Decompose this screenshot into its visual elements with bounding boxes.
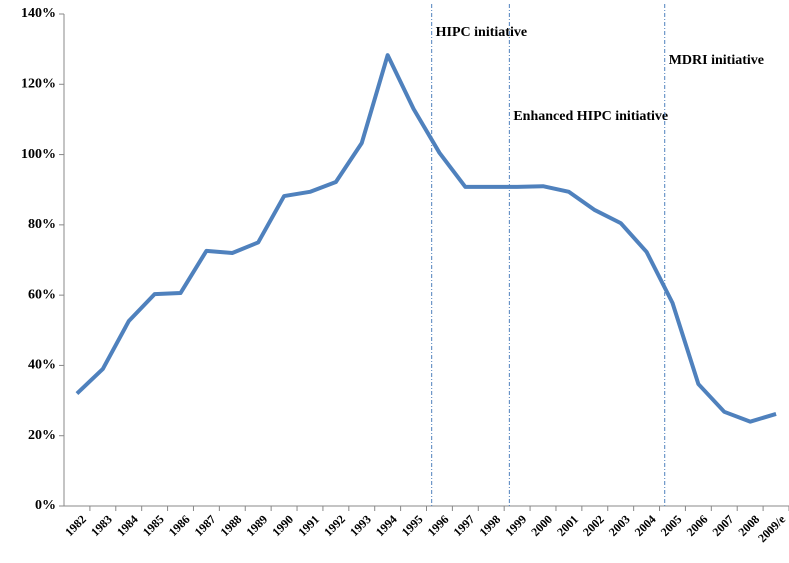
y-tick-label: 20% — [28, 428, 56, 443]
y-tick-label: 40% — [28, 358, 56, 373]
x-tick-label: 1984 — [114, 512, 141, 539]
x-tick-label: 1998 — [476, 512, 503, 539]
x-tick-label: 1985 — [140, 512, 167, 539]
x-tick-label: 1982 — [62, 512, 89, 539]
x-tick-label: 1997 — [451, 512, 478, 539]
x-tick-label: 1995 — [399, 512, 426, 539]
x-tick-label: 1996 — [425, 512, 452, 539]
y-tick-label: 80% — [28, 217, 56, 232]
y-tick-label: 0% — [35, 498, 56, 513]
x-tick-label: 1987 — [192, 512, 219, 539]
y-tick-label: 120% — [21, 77, 56, 92]
x-tick-label: 2006 — [684, 512, 711, 539]
y-tick-label: 60% — [28, 287, 56, 302]
x-tick-label: 1993 — [347, 512, 374, 539]
x-tick-label: 2005 — [658, 512, 685, 539]
x-tick-label: 2007 — [709, 512, 736, 539]
x-tick-label: 2009/e — [755, 512, 788, 545]
x-tick-label: 1999 — [502, 512, 529, 539]
x-tick-label: 1988 — [217, 512, 244, 539]
x-tick-label: 1990 — [269, 512, 296, 539]
x-tick-label: 1991 — [295, 512, 322, 539]
x-tick-label: 1986 — [166, 512, 193, 539]
y-tick-label: 140% — [21, 6, 56, 21]
x-tick-label: 2001 — [554, 512, 581, 539]
x-tick-label: 1994 — [373, 512, 400, 539]
x-tick-label: 1983 — [88, 512, 115, 539]
y-tick-label: 100% — [21, 147, 56, 162]
line-series — [75, 53, 777, 424]
annotation: HIPC initiative — [436, 25, 527, 40]
x-tick-label: 2000 — [528, 512, 555, 539]
x-tick-label: 2004 — [632, 512, 659, 539]
x-tick-label: 1989 — [243, 512, 270, 539]
annotation: Enhanced HIPC initiative — [513, 109, 668, 124]
annotation: MDRI initiative — [669, 53, 764, 68]
x-tick-label: 2003 — [606, 512, 633, 539]
x-tick-label: 1992 — [321, 512, 348, 539]
x-tick-label: 2002 — [580, 512, 607, 539]
